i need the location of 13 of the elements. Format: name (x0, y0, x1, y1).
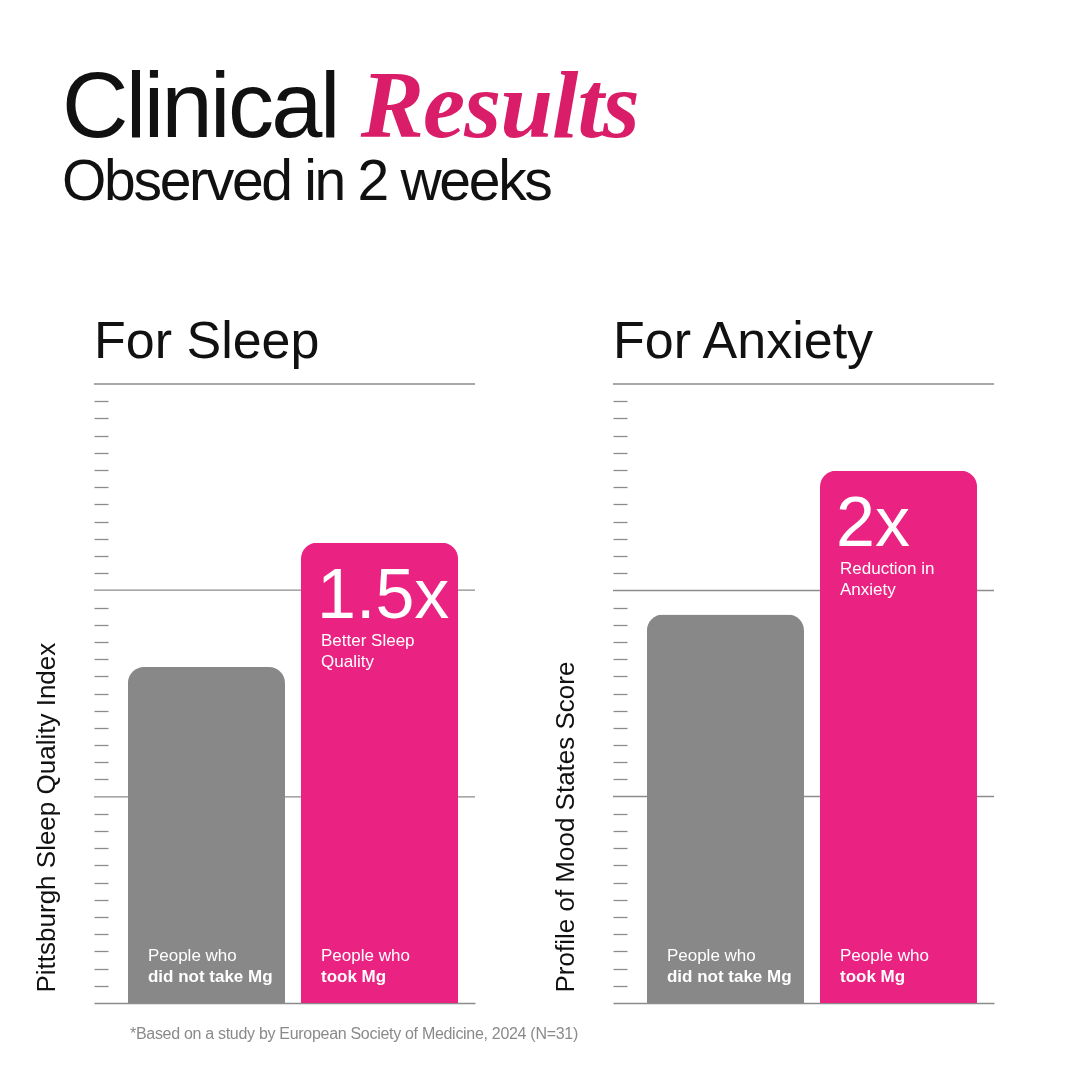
annotation: 2x (836, 482, 910, 561)
y-axis-title: Profile of Mood States Score (549, 661, 580, 993)
annotation: Reduction in Anxiety (840, 558, 935, 599)
x-tick-label: People who did not take Mg (666, 945, 792, 987)
x-tick-label: People who took Mg (321, 945, 410, 987)
y-axis-title: Pittsburgh Sleep Quality Index (30, 642, 61, 993)
x-tick-label: People who took Mg (840, 945, 929, 987)
chart-title: For Anxiety (613, 311, 874, 370)
chart-title: For Sleep (94, 311, 320, 370)
x-tick-label: People who did not take Mg (147, 945, 273, 987)
text: *Based on a study by European Society of Medicine, 2024 (N=31) (130, 1024, 578, 1044)
annotation: Better Sleep Quality (321, 630, 415, 671)
annotation: 1.5x (317, 554, 450, 633)
